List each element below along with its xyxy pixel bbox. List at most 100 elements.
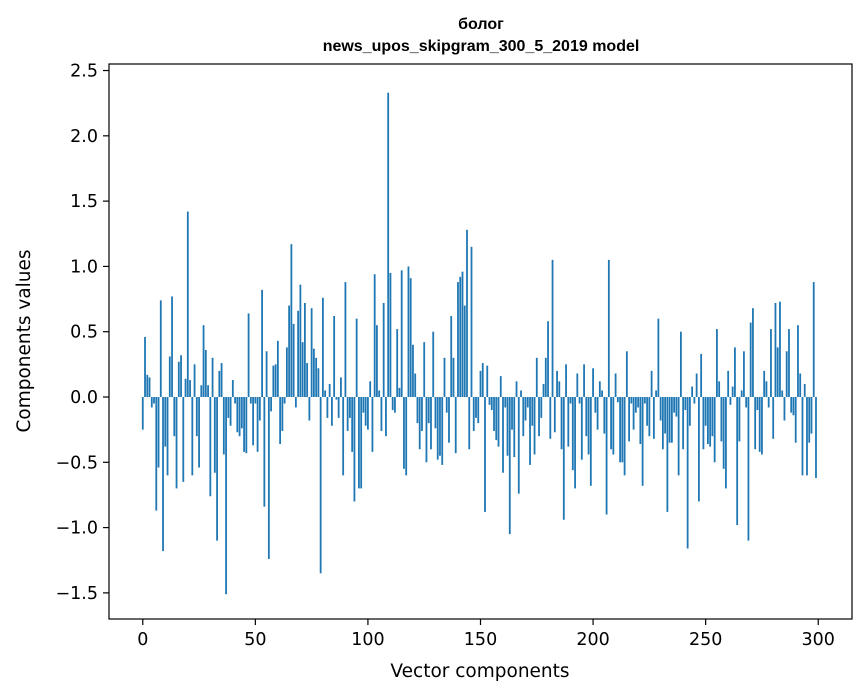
bar (499, 376, 502, 397)
bar (754, 397, 757, 450)
bar (450, 316, 453, 397)
bar (216, 397, 218, 541)
bar (252, 397, 254, 446)
bar (808, 397, 811, 443)
bar (256, 397, 259, 452)
bar (369, 381, 372, 397)
bar (670, 397, 673, 443)
bar (601, 390, 603, 397)
bar (407, 266, 410, 397)
bar (378, 390, 381, 397)
bar (682, 397, 685, 450)
bar (520, 390, 522, 397)
bar (774, 302, 777, 397)
bar (452, 357, 455, 397)
bar (495, 397, 498, 441)
bar (463, 305, 466, 397)
y-tick-label: 1.5 (70, 192, 98, 212)
bar (504, 397, 507, 408)
bar (607, 259, 610, 397)
bar (673, 397, 676, 413)
bar (265, 351, 268, 397)
bar (331, 397, 333, 426)
bar (213, 397, 216, 473)
bar (707, 397, 709, 445)
bar (547, 321, 549, 397)
bar (423, 342, 426, 397)
bar (610, 397, 612, 450)
bar (362, 397, 365, 413)
bar (722, 397, 725, 469)
bar (688, 397, 691, 426)
bar (592, 368, 594, 397)
bar (698, 397, 700, 502)
x-axis-label: Vector components (390, 661, 569, 682)
bar (285, 347, 288, 397)
bar (459, 276, 462, 397)
bar (306, 363, 309, 397)
bar (319, 397, 322, 574)
bar (560, 397, 563, 450)
bar (727, 370, 730, 397)
y-tick-label: 0.5 (70, 323, 98, 343)
bar (371, 397, 374, 452)
bar (788, 329, 790, 397)
bar (781, 390, 784, 397)
bar (767, 397, 770, 408)
bar (448, 397, 450, 443)
bar (412, 344, 414, 397)
x-tick-label: 150 (464, 630, 497, 650)
bar (567, 397, 570, 447)
bar (659, 397, 662, 421)
bar (436, 397, 439, 460)
bar (598, 381, 601, 397)
x-tick-label: 300 (802, 630, 835, 650)
bar (650, 370, 653, 397)
bar (562, 397, 565, 520)
y-tick-label: 0.0 (70, 388, 98, 408)
bar (621, 397, 624, 463)
bar (157, 397, 160, 468)
bar (326, 397, 329, 418)
bar (540, 397, 543, 418)
bar (153, 397, 155, 404)
bar (661, 397, 664, 450)
bar (263, 397, 266, 507)
bar (664, 397, 667, 434)
bar (272, 365, 275, 397)
bar (709, 397, 712, 447)
bar (725, 397, 727, 489)
bar (283, 397, 286, 404)
bar (538, 397, 540, 437)
bar (553, 397, 556, 433)
bar (148, 377, 151, 397)
bar (434, 397, 437, 429)
bar (144, 336, 146, 397)
bar (763, 370, 766, 397)
bar (385, 397, 387, 437)
bar (405, 397, 408, 476)
bar (758, 397, 761, 452)
bar (432, 331, 435, 397)
bar (218, 370, 221, 397)
bar (508, 397, 511, 535)
bar (441, 397, 444, 465)
bar (175, 397, 178, 489)
bar (522, 397, 525, 437)
bar (535, 357, 538, 397)
bar (353, 397, 356, 502)
bar (162, 397, 164, 552)
bar (198, 397, 200, 468)
chart-title-line-2: news_upos_skipgram_300_5_2019 model (323, 38, 640, 55)
bar (702, 397, 705, 450)
bar (376, 325, 378, 397)
bar (254, 397, 257, 404)
bar (292, 323, 295, 397)
bar (317, 368, 320, 397)
bar (191, 397, 194, 476)
bar (506, 397, 509, 456)
bar (150, 397, 153, 408)
bar (666, 397, 669, 512)
bar-series (141, 92, 817, 595)
bar (803, 383, 806, 397)
